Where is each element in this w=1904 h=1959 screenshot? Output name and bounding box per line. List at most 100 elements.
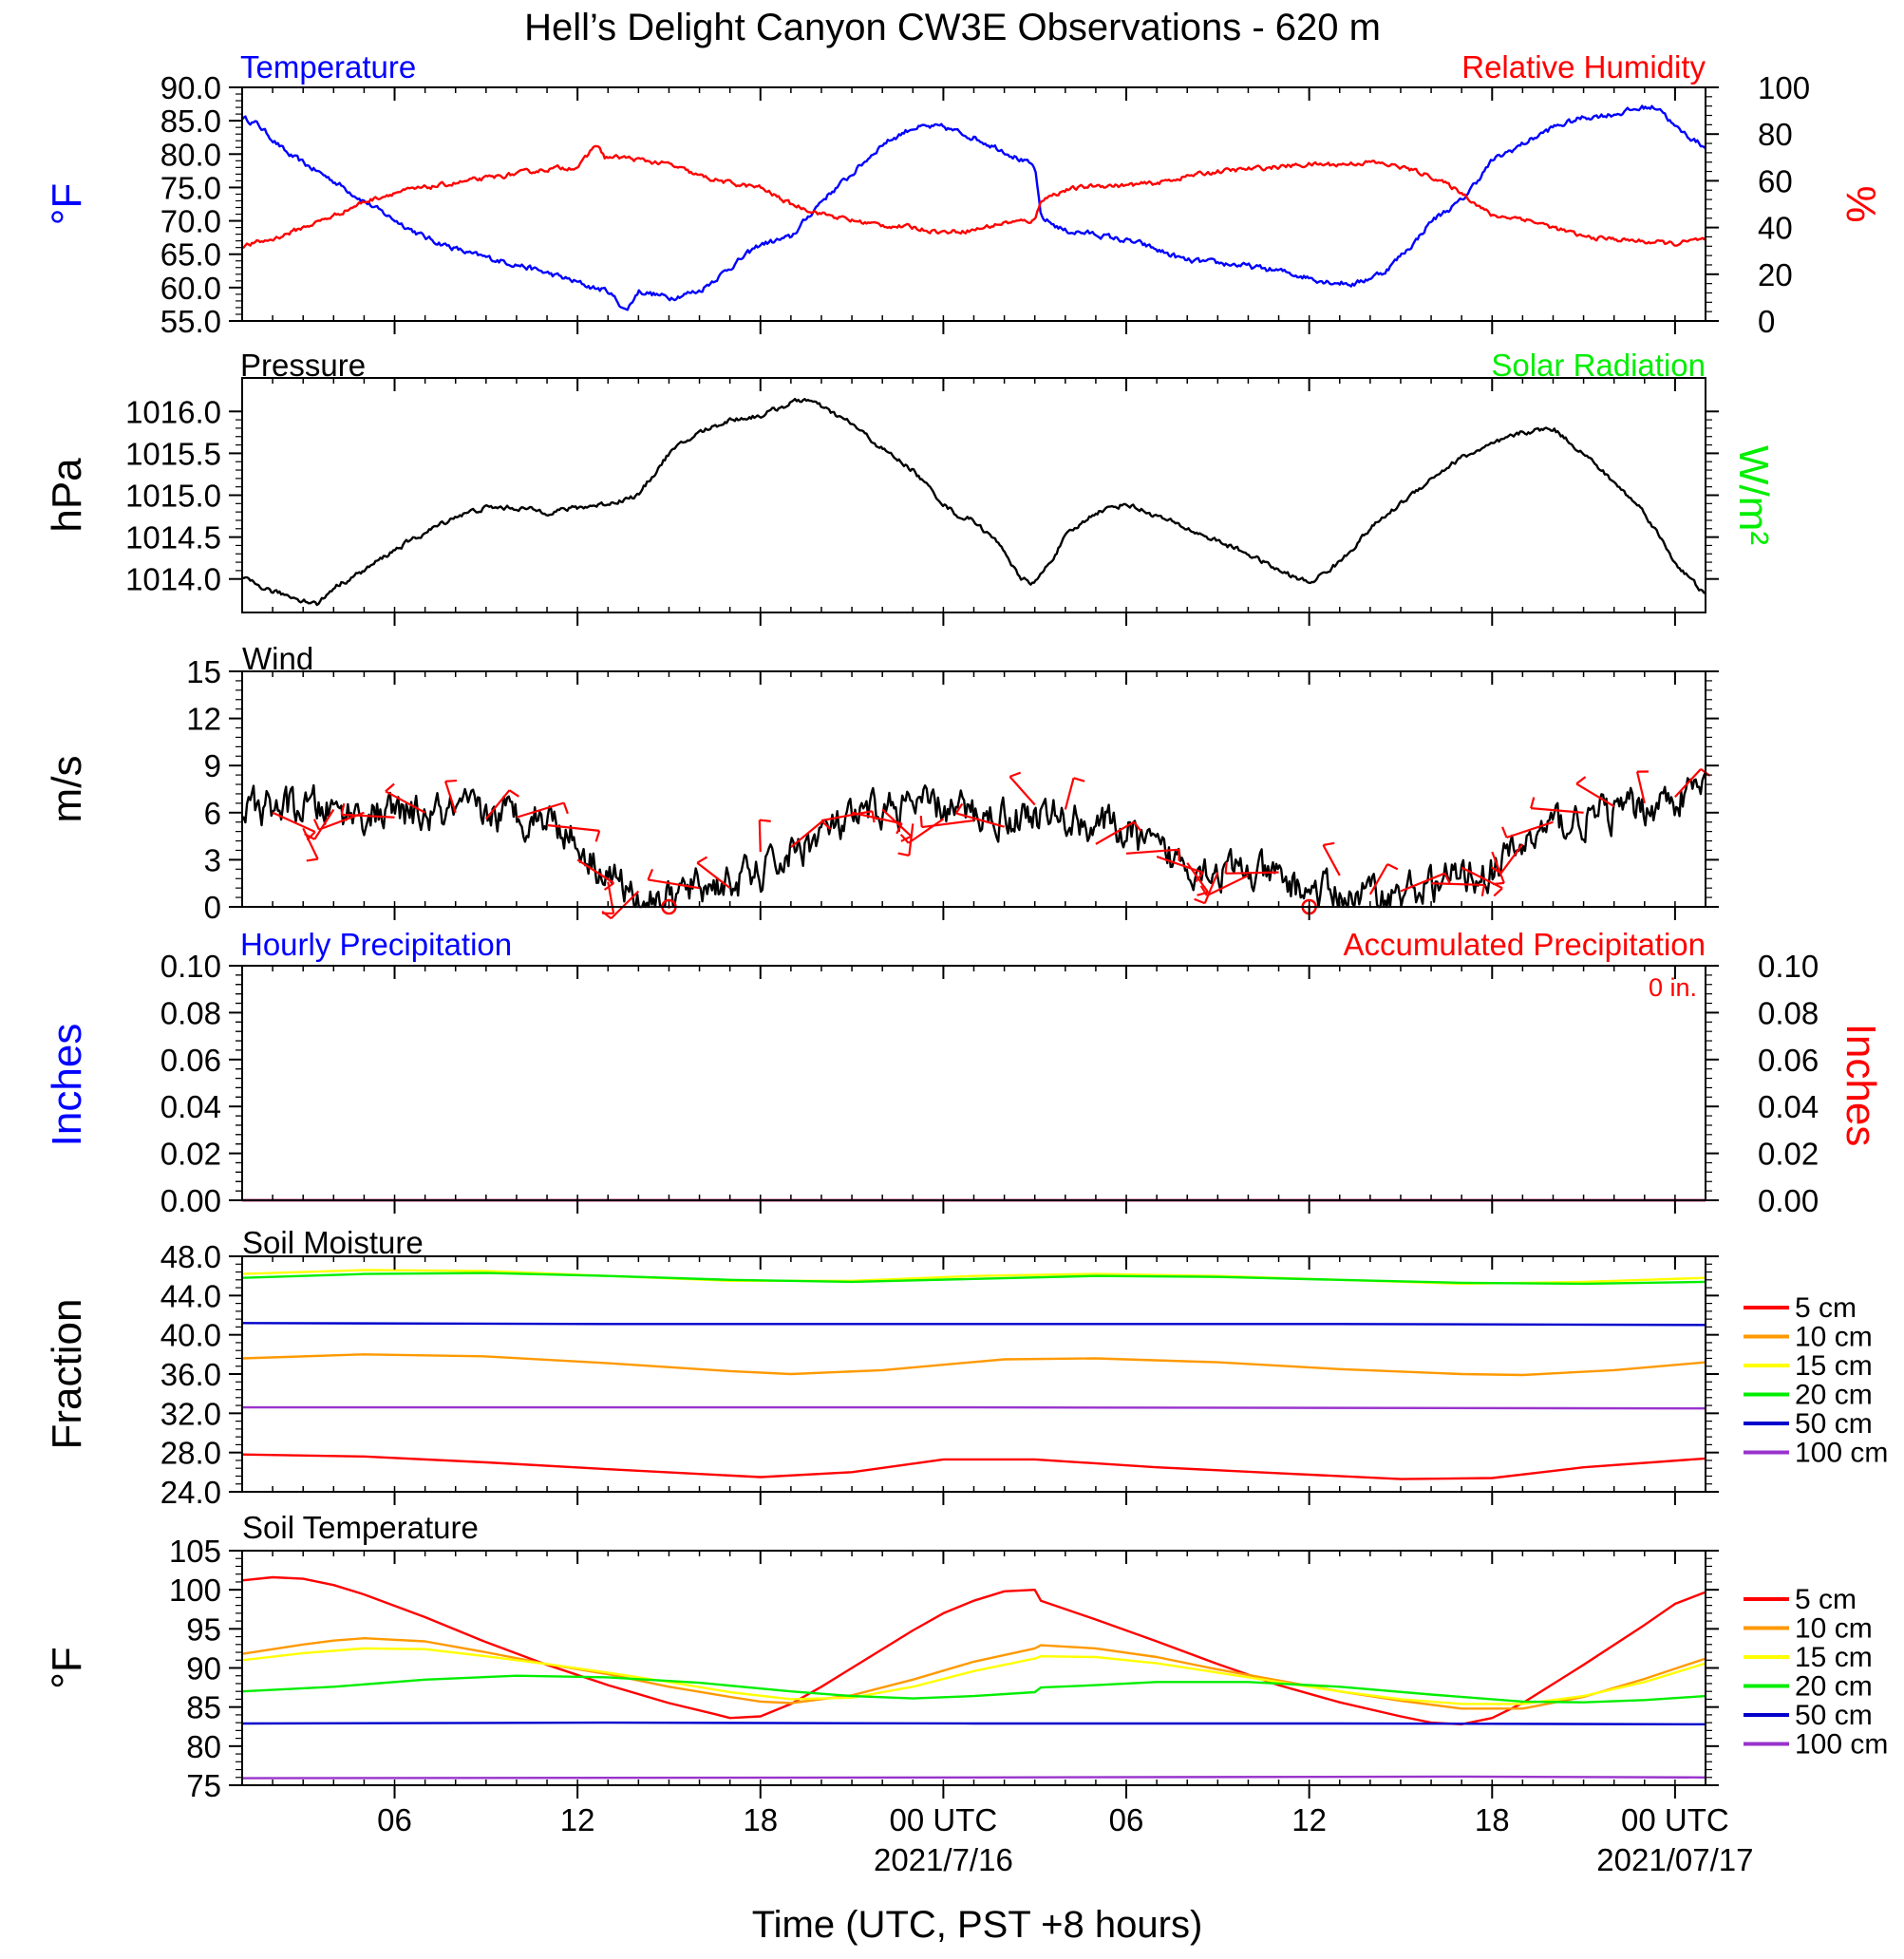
x-tick-label: 12 (560, 1802, 595, 1837)
x-tick-label: 00 UTC (890, 1802, 998, 1837)
y-tick-label: 1015.0 (125, 479, 221, 514)
y-right-tick-label: 100 (1758, 70, 1810, 105)
y-right-tick-label: 0.00 (1758, 1183, 1819, 1218)
y-axis-label-pressure: hPa (44, 458, 90, 533)
legend-label: 50 cm (1795, 1408, 1873, 1440)
y-right-tick-label: 0.02 (1758, 1137, 1819, 1172)
y-tick-label: 0.00 (160, 1183, 221, 1218)
y-axis-label-solar: W/m² (1730, 445, 1777, 545)
chart-title: Hell’s Delight Canyon CW3E Observations … (524, 7, 1381, 48)
wind-barb-flag (760, 820, 771, 821)
y-tick-label: 90 (186, 1651, 221, 1686)
series-line-50-cm (242, 1323, 1706, 1325)
legend-label: 5 cm (1795, 1584, 1857, 1615)
x-tick-label: 00 UTC (1621, 1802, 1729, 1837)
y-tick-label: 105 (169, 1534, 221, 1569)
y-tick-label: 95 (186, 1611, 221, 1647)
y-tick-label: 100 (169, 1573, 221, 1608)
legend-label: 5 cm (1795, 1292, 1857, 1324)
y-tick-label: 80.0 (160, 137, 221, 172)
y-tick-label: 15 (186, 654, 221, 689)
y-axis-label-hourly: Inches (44, 1024, 90, 1147)
x-tick-label: 06 (377, 1802, 412, 1837)
y-tick-label: 24.0 (160, 1475, 221, 1510)
panel-title-accumulated-precip: Accumulated Precipitation (1343, 927, 1706, 962)
wind-barb-flag (1493, 883, 1504, 884)
y-tick-label: 44.0 (160, 1278, 221, 1313)
x-tick-label: 06 (1109, 1802, 1144, 1837)
y-tick-label: 0.10 (160, 949, 221, 984)
x-tick-label: 18 (1475, 1802, 1510, 1837)
wind-barb-flag (445, 781, 457, 782)
wind-barb (1226, 873, 1279, 874)
y-tick-label: 90.0 (160, 70, 221, 105)
y-right-tick-label: 0.10 (1758, 949, 1819, 984)
y-axis-label-soil-moisture: Fraction (44, 1299, 90, 1450)
precip-total-annotation: 0 in. (1649, 973, 1697, 1002)
x-tick-label: 18 (743, 1802, 778, 1837)
panel-title-hourly-precip: Hourly Precipitation (240, 927, 512, 962)
y-tick-label: 36.0 (160, 1357, 221, 1392)
y-tick-label: 9 (204, 748, 221, 783)
legend-label: 15 cm (1795, 1642, 1873, 1673)
y-tick-label: 65.0 (160, 237, 221, 273)
y-tick-label: 0.08 (160, 995, 221, 1030)
x-tick-date-label: 2021/7/16 (874, 1842, 1013, 1877)
y-tick-label: 0.06 (160, 1043, 221, 1078)
x-axis-label: Time (UTC, PST +8 hours) (752, 1904, 1203, 1946)
series-line-100-cm (242, 1407, 1706, 1408)
panel-title-temperature: Temperature (240, 49, 416, 85)
y-tick-label: 70.0 (160, 204, 221, 239)
y-tick-label: 0.02 (160, 1137, 221, 1172)
y-tick-label: 12 (186, 702, 221, 737)
legend-label: 20 cm (1795, 1380, 1873, 1411)
legend-label: 20 cm (1795, 1671, 1873, 1703)
y-tick-label: 75.0 (160, 170, 221, 205)
panel-title-soil-temperature: Soil Temperature (242, 1510, 479, 1545)
y-tick-label: 1014.5 (125, 520, 221, 556)
y-tick-label: 0.04 (160, 1089, 221, 1124)
y-right-tick-label: 0 (1758, 304, 1775, 339)
legend-label: 10 cm (1795, 1322, 1873, 1353)
y-axis-label-accumulated: Inches (1838, 1024, 1884, 1147)
wind-barb (760, 820, 761, 853)
y-right-tick-label: 80 (1758, 117, 1793, 152)
y-axis-label-humidity: % (1838, 185, 1884, 222)
y-tick-label: 3 (204, 842, 221, 877)
y-tick-label: 28.0 (160, 1436, 221, 1471)
y-right-tick-label: 60 (1758, 163, 1793, 198)
y-right-tick-label: 0.06 (1758, 1043, 1819, 1078)
panel-title-humidity: Relative Humidity (1461, 49, 1706, 85)
wind-barb-flag (921, 816, 922, 827)
y-tick-label: 40.0 (160, 1318, 221, 1353)
y-axis-label-wind: m/s (44, 756, 90, 823)
y-tick-label: 75 (186, 1768, 221, 1803)
y-right-tick-label: 0.08 (1758, 995, 1819, 1030)
y-tick-label: 85.0 (160, 104, 221, 139)
y-tick-label: 80 (186, 1729, 221, 1764)
y-tick-label: 32.0 (160, 1396, 221, 1431)
panel-title-soil-moisture: Soil Moisture (242, 1225, 424, 1260)
y-right-tick-label: 0.04 (1758, 1089, 1819, 1124)
legend-label: 50 cm (1795, 1700, 1873, 1731)
y-tick-label: 6 (204, 796, 221, 831)
y-tick-label: 60.0 (160, 271, 221, 306)
y-tick-label: 1014.0 (125, 562, 221, 597)
y-tick-label: 48.0 (160, 1239, 221, 1274)
y-axis-label-temperature: °F (44, 183, 90, 225)
wind-barb-flag (1226, 862, 1227, 874)
legend-label: 100 cm (1795, 1438, 1888, 1469)
x-tick-date-label: 2021/07/17 (1596, 1842, 1753, 1877)
legend-label: 100 cm (1795, 1729, 1888, 1761)
y-tick-label: 1016.0 (125, 394, 221, 429)
y-tick-label: 55.0 (160, 304, 221, 339)
y-tick-label: 1015.5 (125, 436, 221, 471)
series-line-50-cm (242, 1723, 1706, 1724)
y-right-tick-label: 40 (1758, 211, 1793, 246)
y-tick-label: 0 (204, 890, 221, 925)
legend-label: 15 cm (1795, 1350, 1873, 1382)
y-axis-label-soil-temperature: °F (44, 1647, 90, 1688)
x-tick-label: 12 (1291, 1802, 1327, 1837)
